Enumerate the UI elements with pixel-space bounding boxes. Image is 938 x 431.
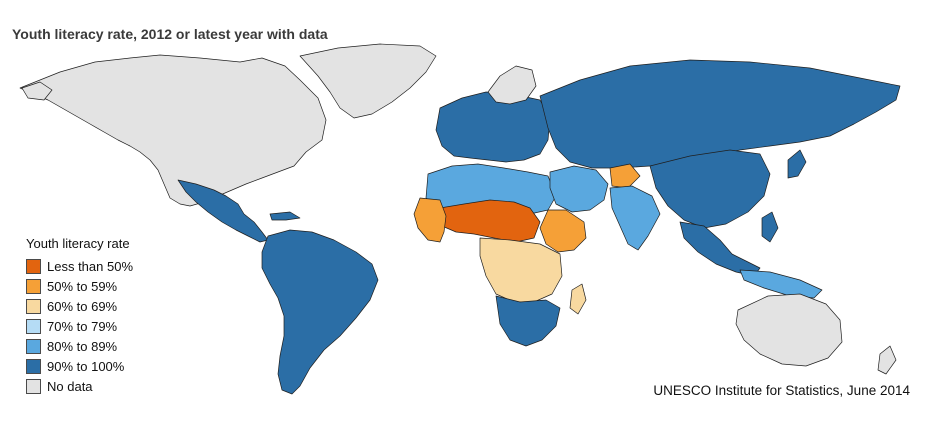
source-credit: UNESCO Institute for Statistics, June 20… (653, 383, 910, 398)
legend-swatch (26, 378, 41, 394)
legend-label: 50% to 59% (47, 278, 118, 294)
legend: Youth literacy rate Less than 50% 50% to… (26, 236, 133, 396)
legend-label: Less than 50% (47, 258, 134, 274)
region-china (649, 149, 771, 229)
region-europe (435, 91, 551, 163)
legend-item: Less than 50% (26, 256, 133, 276)
legend-swatch (26, 338, 41, 354)
region-philippines (761, 211, 779, 243)
legend-swatch (26, 318, 41, 334)
legend-label: 60% to 69% (47, 298, 118, 314)
region-north-america (19, 54, 327, 207)
legend-label: 70% to 79% (47, 318, 118, 334)
legend-item: 60% to 69% (26, 296, 133, 316)
region-scandinavia (487, 65, 537, 105)
region-madagascar (569, 283, 587, 315)
region-middle-east (549, 165, 609, 213)
region-australia (735, 293, 843, 367)
legend-swatch (26, 298, 41, 314)
region-central-africa (479, 237, 563, 303)
legend-title: Youth literacy rate (26, 236, 130, 251)
region-new-zealand (877, 345, 897, 375)
legend-label: 80% to 89% (47, 338, 118, 354)
legend-item: No data (26, 376, 133, 396)
region-caribbean (269, 211, 301, 221)
region-southern-africa (495, 295, 561, 347)
region-russia (539, 59, 901, 169)
legend-item: 90% to 100% (26, 356, 133, 376)
legend-swatch (26, 358, 41, 374)
legend-swatch (26, 258, 41, 274)
region-south-america (261, 229, 379, 395)
region-west-africa (413, 197, 447, 243)
legend-label: 90% to 100% (47, 358, 125, 374)
region-japan (787, 149, 807, 179)
legend-swatch (26, 278, 41, 294)
legend-label: No data (47, 378, 93, 394)
legend-item: 80% to 89% (26, 336, 133, 356)
region-alaska (21, 81, 53, 101)
legend-item: 70% to 79% (26, 316, 133, 336)
region-southeast-asia (679, 221, 761, 277)
region-indonesia (739, 269, 823, 299)
region-south-asia (609, 185, 661, 251)
region-east-africa (539, 209, 587, 253)
region-greenland (299, 43, 437, 119)
region-afghanistan (609, 163, 641, 189)
legend-item: 50% to 59% (26, 276, 133, 296)
map-title: Youth literacy rate, 2012 or latest year… (12, 26, 328, 42)
region-sahel (439, 199, 541, 243)
